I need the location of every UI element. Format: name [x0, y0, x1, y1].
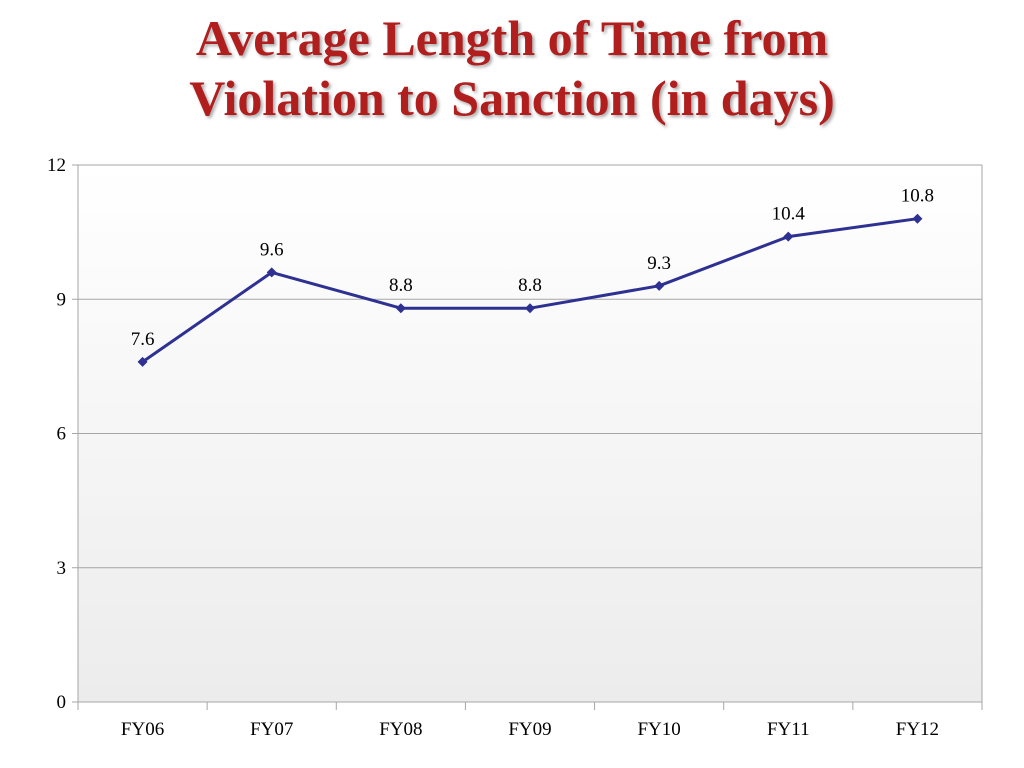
data-label: 8.8 [518, 275, 542, 296]
y-tick-label: 6 [57, 424, 67, 445]
data-label: 7.6 [131, 329, 155, 350]
x-tick-labels: FY06 FY07 FY08 FY09 FY10 FY11 FY12 [121, 719, 939, 740]
x-tick-label: FY08 [379, 719, 422, 740]
data-label: 10.4 [772, 204, 806, 225]
x-tick-label: FY12 [896, 719, 939, 740]
data-point-marker [783, 231, 794, 242]
data-labels: 7.6 9.6 8.8 8.8 9.3 10.4 10.8 [131, 186, 934, 350]
y-tick-label: 0 [57, 692, 67, 713]
data-point-marker [654, 280, 665, 291]
slide-title-line-2: Violation to Sanction (in days) [189, 70, 835, 126]
data-point-marker [137, 356, 148, 367]
x-tick-label: FY11 [767, 719, 810, 740]
x-tick-label: FY06 [121, 719, 164, 740]
data-point-marker [912, 213, 923, 224]
x-tick-label: FY10 [637, 719, 680, 740]
data-label: 8.8 [389, 275, 413, 296]
data-label: 9.6 [260, 239, 284, 260]
x-tick-label: FY09 [508, 719, 551, 740]
data-markers [137, 213, 923, 367]
y-tick-label: 9 [57, 289, 67, 310]
data-point-marker [395, 303, 406, 314]
y-tick-label: 12 [47, 155, 66, 176]
slide-title-line-1: Average Length of Time from [195, 10, 829, 66]
slide-title: Average Length of Time from Violation to… [0, 8, 1024, 128]
data-label: 10.8 [901, 186, 934, 207]
data-point-marker [525, 303, 535, 314]
x-tick-label: FY07 [250, 719, 293, 740]
data-point-marker [266, 267, 277, 278]
y-tick-labels: 0 3 6 9 12 [47, 155, 66, 713]
data-label: 9.3 [647, 253, 671, 274]
y-tick-label: 3 [57, 558, 67, 579]
axes [72, 164, 983, 710]
